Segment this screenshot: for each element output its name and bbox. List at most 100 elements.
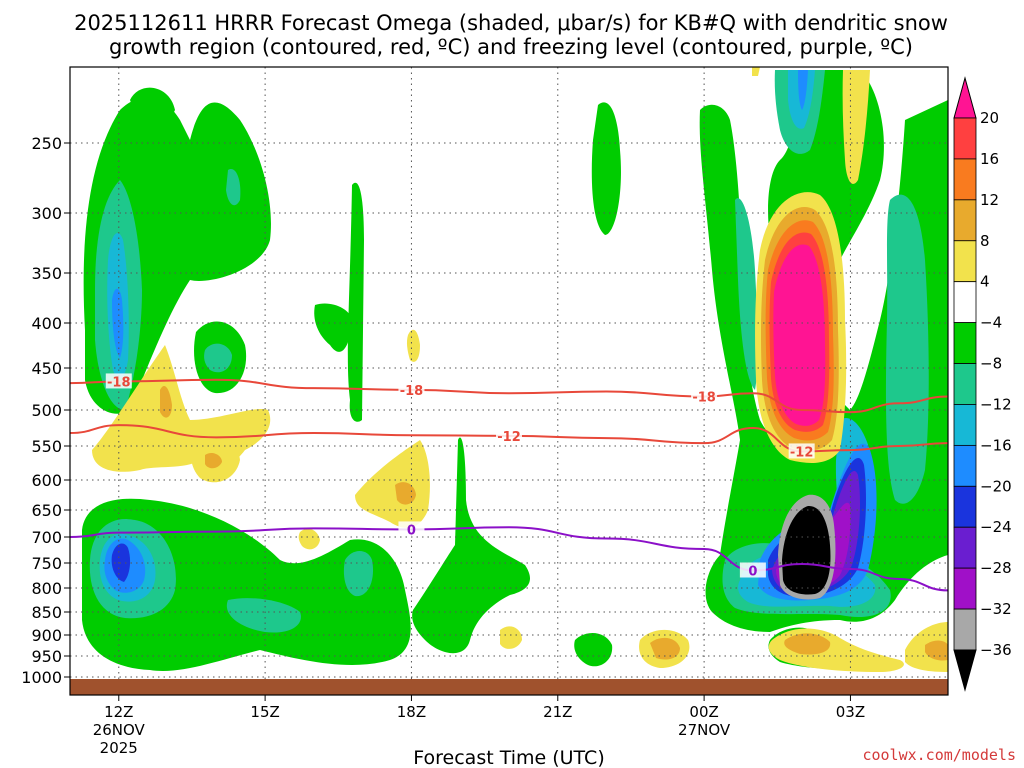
colorbar-swatch: [953, 158, 977, 201]
omega-region-black-core: [782, 505, 831, 595]
colorbar-label: −20: [980, 477, 1012, 495]
colorbar-swatch: [953, 281, 977, 324]
y-tick-label: 600: [31, 471, 62, 490]
y-tick-label: 1000: [21, 668, 62, 687]
colorbar-label: 8: [980, 232, 990, 250]
colorbar-top-arrow: [953, 76, 977, 119]
omega-region-pink-core: [773, 244, 826, 426]
omega-region-green-patch: [314, 303, 352, 352]
contour-label: -12: [497, 430, 521, 445]
omega-region-teal-topleft: [226, 169, 241, 206]
omega-region-green-center: [412, 437, 530, 654]
colorbar-swatch: [953, 199, 977, 242]
y-tick-label: 500: [31, 401, 62, 420]
colorbar-label: −32: [980, 600, 1012, 618]
colorbar-swatch: [953, 444, 977, 487]
colorbar-swatch: [953, 363, 977, 405]
x-tick-label: 00Z: [689, 703, 718, 721]
colorbar-label: −16: [980, 436, 1012, 454]
x-axis-label: Forecast Time (UTC): [413, 747, 604, 768]
x-tick-label: 18Z: [397, 703, 426, 721]
omega-shading: [82, 67, 948, 672]
omega-region-green-topleft: [130, 87, 175, 130]
chart-title-line-1: 2025112611 HRRR Forecast Omega (shaded, …: [74, 11, 948, 35]
contour-label: -18: [400, 384, 424, 399]
y-tick-label: 250: [31, 134, 62, 153]
y-tick-label: 650: [31, 501, 62, 520]
colorbar: 20 16 12 8 4 −4 −8 −12 −16 −20 −24 −28 −32 −36: [953, 76, 1012, 692]
colorbar-label: 16: [980, 150, 999, 168]
ground-surface: [70, 679, 948, 695]
y-tick-label: 900: [31, 626, 62, 645]
colorbar-label: 20: [980, 109, 999, 127]
omega-region-teal-right: [735, 198, 759, 390]
contour-label: -12: [790, 445, 814, 460]
omega-region-teal-low1: [343, 551, 374, 597]
y-tick-label: 350: [31, 264, 62, 283]
omega-region-yellow-top-corner: [752, 67, 760, 76]
omega-region-blue-top-right: [798, 70, 808, 110]
omega-region-yellow-dot: [298, 528, 320, 550]
colorbar-swatch: [953, 117, 977, 160]
omega-region-green-small-top: [591, 102, 621, 235]
omega-region-gold-bottom: [650, 637, 680, 660]
colorbar-label: −8: [980, 355, 1002, 373]
contour-line-2: [70, 526, 948, 592]
x-tick-label: 15Z: [250, 703, 279, 721]
colorbar-swatch: [953, 404, 977, 446]
contour-line-0: [70, 378, 948, 414]
x-tick-label: 12Z: [104, 703, 133, 721]
omega-region-green-small-bottom: [574, 633, 613, 667]
colorbar-label: −28: [980, 559, 1012, 577]
contour-label-bg: [398, 521, 425, 537]
contour-label-bg: [739, 562, 766, 578]
y-tick-label: 300: [31, 204, 62, 223]
y-tick-label: 750: [31, 554, 62, 573]
colorbar-label: −12: [980, 395, 1012, 413]
contour-label-bg: [691, 388, 718, 404]
colorbar-bottom-arrow: [953, 649, 977, 692]
colorbar-label: 12: [980, 191, 999, 209]
contour-label: 0: [407, 523, 416, 538]
omega-region-gold-center: [395, 482, 416, 505]
contour-label: -18: [692, 391, 716, 406]
colorbar-label: −4: [980, 314, 1002, 332]
y-tick-label: 800: [31, 579, 62, 598]
colorbar-label: 4: [980, 273, 990, 291]
contour-label-bg: [496, 427, 522, 443]
colorbar-swatch: [953, 567, 977, 610]
credit-text: coolwx.com/models: [862, 746, 1016, 764]
y-axis-ticks: 250 300 350 400 450 500 550 600 650 700 750 800 850 9…: [21, 134, 70, 687]
contour-label: -18: [107, 375, 131, 390]
y-tick-label: 550: [31, 437, 62, 456]
omega-region-gold-dot: [205, 452, 222, 469]
x-tick-date: 26NOV: [93, 721, 146, 739]
colorbar-label: −36: [980, 641, 1012, 659]
contour-label-bg: [398, 381, 425, 397]
omega-region-gold-bottom-3: [925, 640, 948, 661]
y-tick-label: 400: [31, 314, 62, 333]
omega-region-blue-left: [112, 288, 124, 358]
colorbar-swatch: [953, 526, 977, 569]
omega-region-green-column: [347, 182, 364, 422]
omega-region-teal-far-right: [885, 194, 929, 504]
omega-region-teal-low2: [226, 598, 301, 633]
omega-region-yellow-tiny: [406, 329, 420, 362]
y-tick-label: 700: [31, 528, 62, 547]
y-tick-label: 450: [31, 359, 62, 378]
x-tick-label: 03Z: [836, 703, 865, 721]
colorbar-swatch: [953, 240, 977, 283]
plot-frame: [69, 66, 949, 696]
omega-region-gold-bottom-2: [784, 633, 831, 655]
temperature-contours: -18 -18 -18 -12 -12 0 0: [70, 373, 948, 592]
y-tick-label: 850: [31, 603, 62, 622]
colorbar-swatch: [953, 485, 977, 528]
omega-region-yellow-dot2: [500, 626, 522, 649]
omega-region-yellow-center: [355, 440, 430, 528]
x-tick-year: 2025: [100, 739, 138, 757]
contour-line-1: [70, 424, 948, 453]
colorbar-label: −24: [980, 518, 1012, 536]
colorbar-swatch: [953, 322, 977, 364]
